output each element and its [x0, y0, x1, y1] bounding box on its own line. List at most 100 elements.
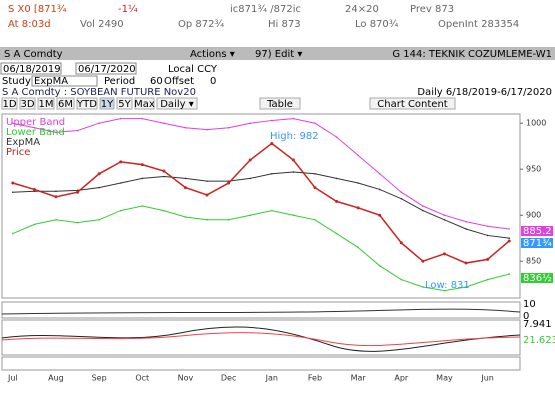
data-point	[248, 158, 252, 162]
data-point	[54, 195, 58, 199]
indicator-panel	[1, 356, 521, 371]
data-point	[206, 219, 208, 221]
data-point	[141, 117, 144, 120]
data-point	[465, 220, 467, 223]
end-input[interactable]	[75, 62, 137, 75]
panel-label: 21.6238	[523, 335, 555, 346]
offset[interactable]: 0	[210, 76, 216, 87]
currency[interactable]: Local CCY	[168, 64, 218, 75]
data-point	[270, 209, 273, 212]
data-point	[11, 191, 14, 193]
indicator-panel	[1, 301, 521, 319]
data-point	[184, 127, 187, 129]
macd-line	[1, 326, 521, 352]
data-point	[292, 171, 295, 173]
data-point	[227, 127, 230, 129]
data-point	[33, 127, 36, 129]
panel-label: 10	[523, 299, 536, 310]
study-label: Study	[2, 76, 31, 87]
data-point	[400, 191, 403, 193]
button[interactable]	[99, 97, 115, 110]
y-tick-label: 900	[526, 211, 541, 220]
study-input[interactable]	[31, 75, 98, 87]
data-point	[357, 182, 359, 184]
change: -1¼	[118, 3, 138, 15]
button[interactable]	[259, 97, 301, 110]
series-line	[12, 118, 510, 230]
data-point	[119, 182, 122, 184]
button[interactable]	[56, 97, 75, 110]
button-label: 3D	[20, 99, 34, 110]
y-tick-label: 1000	[526, 119, 546, 128]
button[interactable]	[156, 97, 198, 110]
edit-menu[interactable]: 97) Edit ▾	[255, 49, 302, 60]
annotation: High: 982	[270, 131, 319, 142]
series-line	[12, 205, 510, 292]
data-point	[162, 169, 166, 173]
data-point	[140, 163, 144, 167]
x-tick-label: Jan	[265, 374, 278, 383]
data-point	[98, 219, 100, 221]
data-point	[465, 228, 467, 230]
data-point	[422, 205, 424, 207]
open: Op 872¾	[178, 19, 224, 30]
start-input[interactable]	[0, 62, 62, 75]
data-point	[335, 232, 338, 235]
panel-label: 7.941	[523, 319, 552, 330]
low: Lo 870¾	[355, 19, 399, 30]
data-point	[184, 216, 187, 218]
legend-entry: ExpMA	[6, 137, 40, 148]
data-point	[508, 237, 511, 239]
button[interactable]	[369, 97, 456, 110]
data-point	[119, 117, 122, 120]
data-point	[335, 136, 338, 138]
data-point	[55, 219, 57, 221]
button[interactable]	[37, 97, 55, 110]
button[interactable]	[76, 97, 98, 110]
x-tick-label: Aug	[48, 374, 64, 383]
button-label: 5Y	[118, 99, 131, 110]
legend-entry: Upper Band	[6, 117, 65, 128]
data-point	[291, 158, 295, 162]
high: Hi 873	[268, 19, 301, 30]
data-point	[486, 278, 489, 281]
prev: Prev 873	[410, 4, 454, 15]
price-tag-label: 836½	[523, 272, 552, 284]
period[interactable]: 60	[150, 76, 163, 87]
button[interactable]	[19, 97, 36, 110]
data-point	[55, 190, 57, 193]
data-point	[507, 239, 511, 243]
data-point	[465, 286, 467, 288]
data-point	[183, 186, 187, 190]
actions-menu[interactable]: Actions ▾	[190, 49, 235, 60]
data-point	[227, 181, 231, 185]
annotation: Low: 831	[425, 280, 470, 291]
button[interactable]	[116, 97, 133, 110]
data-point	[76, 221, 79, 224]
x-tick-label: May	[436, 374, 453, 383]
data-point	[400, 278, 403, 281]
security-menu[interactable]: S A Comdty	[4, 49, 63, 60]
data-point	[249, 122, 252, 124]
data-point	[314, 219, 316, 221]
data-point	[378, 173, 381, 175]
data-point	[357, 154, 359, 157]
button-label: 6M	[58, 99, 73, 110]
price-tag-label: 885.2	[523, 226, 552, 237]
data-point	[442, 252, 446, 256]
data-point	[443, 219, 446, 221]
x-tick-label: Sep	[92, 374, 107, 383]
chart-period: Daily 6/18/2019-6/17/2020	[417, 87, 552, 98]
plot-area	[1, 113, 521, 299]
data-point	[464, 261, 468, 265]
price-tag	[521, 273, 553, 283]
button[interactable]	[134, 97, 155, 110]
button-label: Max	[134, 99, 155, 110]
data-point	[205, 193, 209, 197]
data-point	[163, 122, 165, 124]
data-point	[76, 129, 79, 132]
volume: Vol 2490	[80, 19, 124, 30]
series-line	[12, 171, 510, 239]
legend-entry: Lower Band	[6, 127, 65, 138]
button[interactable]	[1, 97, 18, 110]
